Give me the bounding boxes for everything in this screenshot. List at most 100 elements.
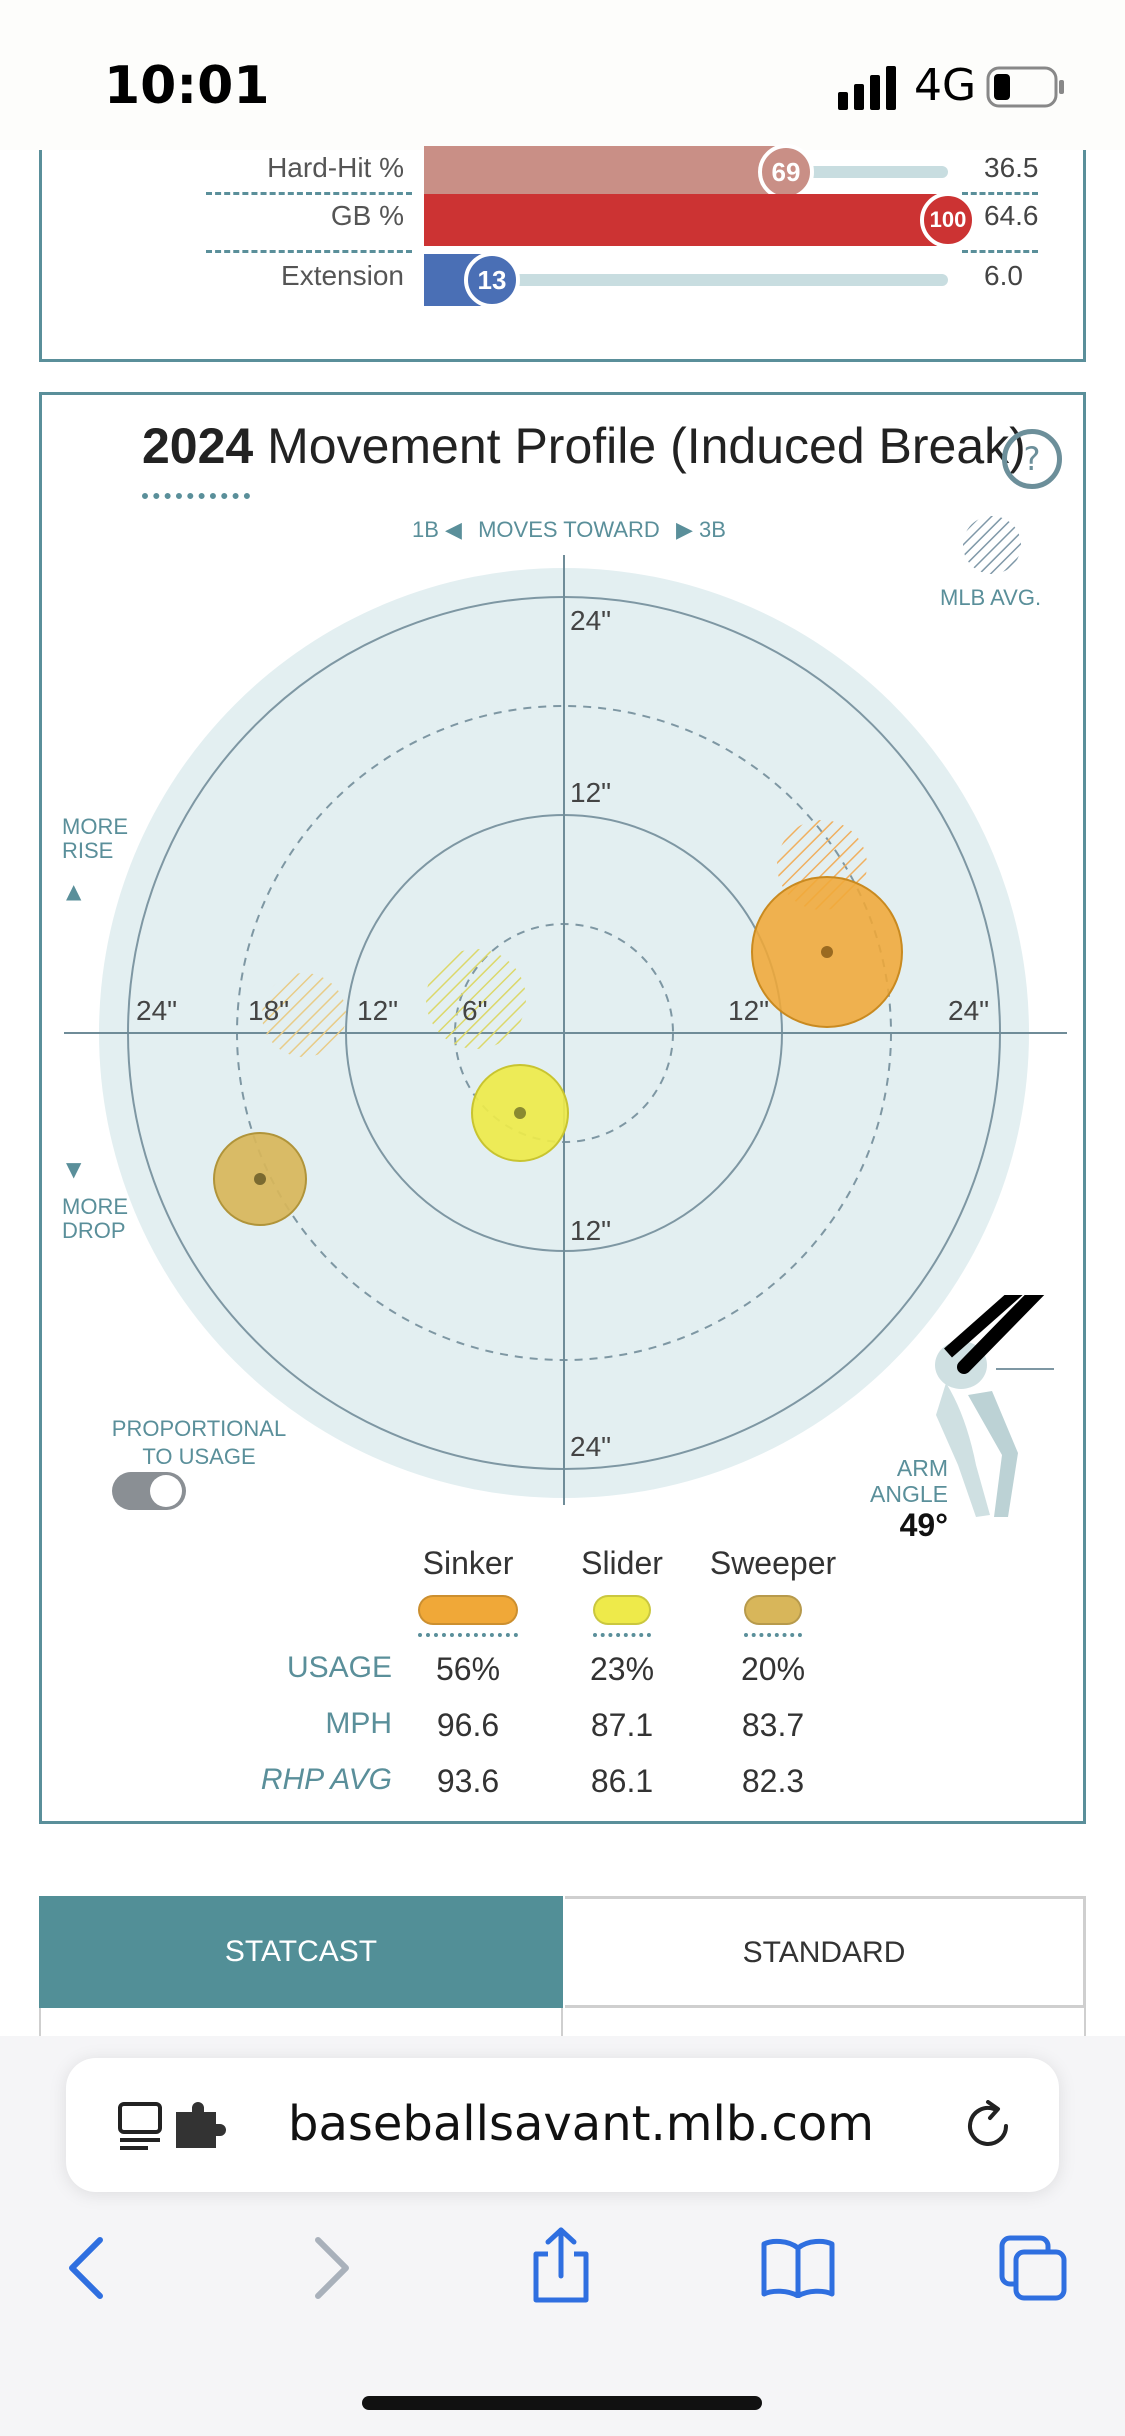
first-base-label: 1B xyxy=(412,517,439,542)
battery-icon xyxy=(986,66,1064,108)
up-triangle-icon: ▲ xyxy=(66,879,82,903)
back-icon[interactable] xyxy=(64,2236,108,2300)
movement-profile-card: 2024 Movement Profile (Induced Break) ? … xyxy=(39,392,1086,1824)
ring-label-left-6: 6" xyxy=(462,995,488,1026)
tab-standard[interactable]: STANDARD xyxy=(565,1896,1086,2008)
ring-label-left-12: 12" xyxy=(357,995,399,1026)
title-year[interactable]: 2024 xyxy=(142,418,254,474)
percentile-track xyxy=(424,274,948,286)
right-arrow-icon: ▶ xyxy=(675,517,693,542)
swatch-underline xyxy=(418,1633,518,1637)
pitch-mph: 83.7 xyxy=(741,1707,805,1743)
pitch-rhp-avg: 86.1 xyxy=(590,1763,654,1799)
row-label-rhp-avg: RHP AVG xyxy=(260,1763,392,1796)
sweeper-pitch-center xyxy=(254,1173,266,1185)
mlb-avg-label: MLB AVG. xyxy=(940,585,1042,610)
percentile-row: Hard-Hit % 69 36.5 xyxy=(42,144,1083,206)
pitch-usage: 56% xyxy=(435,1651,501,1687)
percentile-rankings-card: Hard-Hit % 69 36.5 GB % 100 64.6 Extension 13 6.… xyxy=(39,144,1086,362)
percentile-value: 6.0 xyxy=(984,260,1023,291)
row-separator xyxy=(206,192,412,195)
forward-icon[interactable] xyxy=(310,2236,354,2300)
percentile-value: 64.6 xyxy=(984,200,1039,231)
arm-angle-value: 49° xyxy=(899,1507,948,1543)
swatch-underline xyxy=(593,1633,651,1637)
percentile-rank-badge: 69 xyxy=(758,144,814,200)
url-text[interactable]: baseballsavant.mlb.com xyxy=(288,2096,875,2152)
pitch-color-swatch[interactable] xyxy=(418,1595,518,1625)
pitch-usage: 23% xyxy=(589,1651,655,1687)
moves-toward-label: MOVES TOWARD xyxy=(478,517,660,542)
third-base-label: 3B xyxy=(699,517,726,542)
percentile-value: 36.5 xyxy=(984,152,1039,183)
pitch-mph: 87.1 xyxy=(590,1707,654,1743)
ring-label-top-12: 12" xyxy=(570,777,612,808)
percentile-rank-badge: 100 xyxy=(920,192,976,248)
swatch-underline xyxy=(744,1633,802,1637)
percentile-label: GB % xyxy=(330,200,404,231)
movement-chart xyxy=(64,555,1067,1505)
pitch-color-swatch[interactable] xyxy=(593,1595,651,1625)
tabs-icon[interactable] xyxy=(998,2234,1070,2302)
title-text: Movement Profile (Induced Break) xyxy=(267,418,1026,474)
ring-label-right-24: 24" xyxy=(948,995,990,1026)
share-icon[interactable] xyxy=(530,2226,592,2304)
direction-legend: 1B ◀ MOVES TOWARD ▶ 3B xyxy=(412,517,726,543)
signal-icon xyxy=(838,66,896,110)
left-arrow-icon: ◀ xyxy=(445,517,462,542)
sweeper-mlb-avg xyxy=(262,973,346,1057)
pitch-name: Sweeper xyxy=(709,1545,837,1581)
row-separator xyxy=(962,250,1038,253)
ring-label-right-12: 12" xyxy=(728,995,770,1026)
slider-pitch-center xyxy=(514,1107,526,1119)
row-label-usage: USAGE xyxy=(286,1651,392,1684)
toggle-knob xyxy=(150,1475,182,1507)
address-bar[interactable]: baseballsavant.mlb.com xyxy=(66,2058,1059,2192)
reader-extensions-icon[interactable] xyxy=(118,2102,226,2152)
home-indicator xyxy=(362,2396,762,2410)
arm-angle-label: ARM ANGLE xyxy=(870,1455,948,1507)
mlb-avg-hatch-icon xyxy=(963,516,1021,574)
ring-label-left-24: 24" xyxy=(136,995,178,1026)
percentile-row: Extension 13 6.0 xyxy=(42,252,1083,314)
movement-title: 2024 Movement Profile (Induced Break) xyxy=(142,417,1026,475)
status-time: 10:01 xyxy=(104,56,270,116)
percentile-label: Extension xyxy=(281,260,404,291)
pitch-name: Slider xyxy=(581,1545,663,1581)
help-button[interactable]: ? xyxy=(1002,429,1062,489)
proportional-label: PROPORTIONAL TO USAGE xyxy=(111,1416,287,1469)
row-label-mph: MPH xyxy=(325,1707,392,1740)
tab-content-edge xyxy=(39,2008,563,2036)
sinker-pitch-center xyxy=(821,946,833,958)
percentile-label: Hard-Hit % xyxy=(267,152,404,183)
pitch-rhp-avg: 93.6 xyxy=(436,1763,500,1799)
network-type: 4G xyxy=(914,60,977,111)
more-rise-label: MORE RISE xyxy=(62,814,128,863)
percentile-rank-badge: 13 xyxy=(464,252,520,308)
ring-label-left-18: 18" xyxy=(248,995,290,1026)
ring-label-bottom-12: 12" xyxy=(570,1215,612,1246)
year-underline xyxy=(142,493,250,499)
percentile-bar xyxy=(424,194,948,246)
tab-content-edge-right xyxy=(565,2008,1086,2036)
bookmarks-icon[interactable] xyxy=(760,2238,836,2298)
ring-label-top-24: 24" xyxy=(570,605,612,636)
row-separator xyxy=(962,192,1038,195)
pitch-usage: 20% xyxy=(740,1651,806,1687)
percentile-bar xyxy=(424,146,786,198)
pitch-mph: 96.6 xyxy=(436,1707,500,1743)
more-drop-label: MORE DROP xyxy=(62,1194,128,1243)
status-bar: 10:01 4G xyxy=(0,0,1125,150)
pitcher-arm-angle-icon xyxy=(935,1295,1054,1517)
ring-label-bottom-24: 24" xyxy=(570,1431,612,1462)
tab-statcast[interactable]: STATCAST xyxy=(39,1896,563,2008)
reload-icon[interactable] xyxy=(964,2100,1016,2154)
pitch-color-swatch[interactable] xyxy=(744,1595,802,1625)
pitch-rhp-avg: 82.3 xyxy=(741,1763,805,1799)
row-separator xyxy=(206,250,412,253)
pitch-name: Sinker xyxy=(422,1545,514,1581)
proportional-toggle[interactable] xyxy=(112,1472,186,1510)
down-triangle-icon: ▼ xyxy=(66,1157,82,1181)
help-icon: ? xyxy=(1023,440,1041,478)
percentile-row: GB % 100 64.6 xyxy=(42,192,1083,254)
